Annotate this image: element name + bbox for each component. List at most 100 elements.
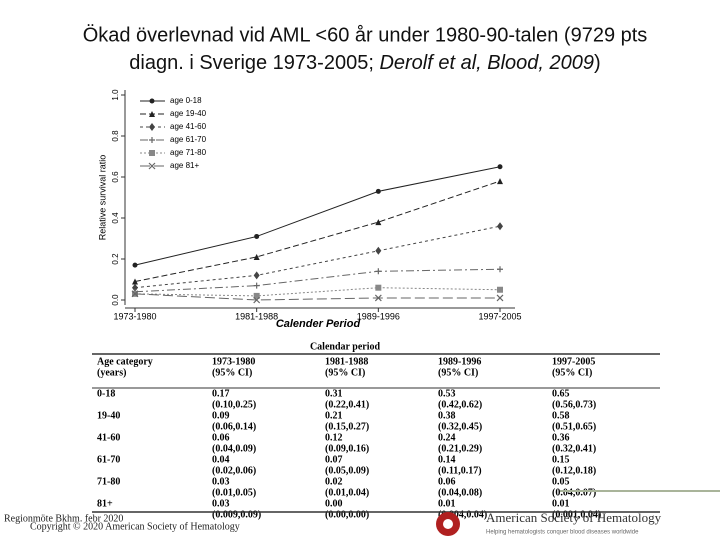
data-point [497,164,503,170]
data-point [132,283,138,292]
table-cell: 0.06 [438,476,456,487]
table-cell: (0.01,0.05) [212,487,256,498]
table-cell: 0.09 [212,410,230,421]
data-point [254,233,260,239]
row-label: 81+ [97,498,113,509]
title-text: diagn. i Sverige 1973-2005; [129,52,379,74]
series-line [134,166,501,266]
table-cell: (0.32,0.41) [552,443,596,454]
column-header: 1981-1988 [325,356,368,367]
table-cell: 0.02 [325,476,343,487]
legend-label: age 71-80 [170,148,207,157]
data-point [497,266,503,273]
x-tick-label: 1989-1996 [357,311,400,321]
table-cell: 0.53 [438,388,456,399]
table-cell: (0.001,0.04) [552,509,601,520]
data-point [375,268,382,275]
table-title: Calendar period [310,341,381,352]
table-cell: 0.04 [212,454,230,465]
table-cell: 0.01 [438,498,456,509]
chart: 0.0 0.2 0.4 0.6 0.8 1.0 Relative survival rati… [97,89,521,330]
table-cell: 0.15 [552,454,570,465]
data-point [253,253,260,260]
y-tick-label: 1.0 [111,89,120,101]
y-tick-label: 0.2 [111,253,120,265]
table-cell: 0.24 [438,432,456,443]
table-cell: 0.14 [438,454,456,465]
table-cell: (0.00,0.00) [325,509,369,520]
data-point [132,262,138,268]
table-cell: (0.12,0.18) [552,465,596,476]
table-cell: (0.15,0.27) [325,421,369,432]
table-cell: (0.11,0.17) [438,465,482,476]
table-cell: 0.01 [552,498,570,509]
x-tick-label: 1997-2005 [478,311,521,321]
y-tick-label: 0.6 [111,171,120,183]
y-axis-label: Relative survival ratio [97,155,107,241]
table-cell: (0.04,0.09) [212,443,256,454]
y-tick-label: 0.4 [111,212,120,224]
slide-title-line2: diagn. i Sverige 1973-2005; Derolf et al… [129,52,600,74]
table-cell: 0.21 [325,410,343,421]
legend-marker [148,162,156,170]
slide-title-line1: Ökad överlevnad vid AML <60 år under 198… [83,24,648,46]
column-header: (years) [97,367,126,378]
series-line [134,287,501,297]
table-cell: (0.04,0.07) [552,487,596,498]
footer-meeting: Regionmöte Bkhm. febr 2020 [4,513,123,524]
table-cell: (0.01,0.04) [325,487,369,498]
data-point [375,284,382,291]
legend-label: age 0-18 [170,96,202,105]
legend-marker [149,150,155,156]
table-cell: (0.32,0.45) [438,421,482,432]
logo-text: American Society of Hematology [486,510,662,525]
row-label: 41-60 [97,432,120,443]
x-axis-label: Calender Period [276,318,361,330]
table-cell: 0.36 [552,432,570,443]
table-cell: 0.38 [438,410,456,421]
table-cell: (0.42,0.62) [438,399,482,410]
row-label: 0-18 [97,388,115,399]
legend-marker [149,111,155,117]
table-cell: 0.12 [325,432,343,443]
data-point [132,278,138,285]
column-header: (95% CI) [325,367,365,378]
table-cell: 0.31 [325,388,343,399]
table: Calendar period Age category(years) 1973-1… [92,341,660,520]
table-cell: 0.58 [552,410,570,421]
data-point [497,178,503,185]
table-cell: (0.04,0.08) [438,487,482,498]
column-header: (95% CI) [212,367,252,378]
table-cell: (0.06,0.14) [212,421,256,432]
logo-icon [443,519,453,529]
table-cell: (0.21,0.29) [438,443,482,454]
y-tick-label: 0.0 [111,294,120,306]
series-line [134,268,501,293]
x-tick-label: 1973-1980 [113,311,156,321]
table-cell: (0.02,0.06) [212,465,256,476]
title-text: ) [594,52,601,74]
table-cell: 0.17 [212,388,230,399]
series-line [134,225,501,289]
title-citation: Derolf et al, Blood, 2009 [379,52,594,74]
data-point [374,294,382,302]
row-label: 71-80 [97,476,120,487]
table-cell: (0.22,0.41) [325,399,369,410]
x-tick-label: 1981-1988 [235,311,278,321]
table-cell: 0.06 [212,432,230,443]
data-point [375,219,382,226]
data-point [253,271,260,280]
data-point [253,292,260,299]
data-point [497,286,503,293]
data-point [375,246,382,255]
y-tick-label: 0.8 [111,130,120,142]
column-header: 1973-1980 [212,356,255,367]
data-point [131,290,139,298]
legend-label: age 61-70 [170,135,207,144]
table-cell: 0.00 [325,498,343,509]
series-line [134,180,501,283]
legend-label: age 81+ [170,161,199,170]
table-cell: 0.65 [552,388,570,399]
legend-label: age 41-60 [170,122,207,131]
table-cell: (0.56,0.73) [552,399,596,410]
